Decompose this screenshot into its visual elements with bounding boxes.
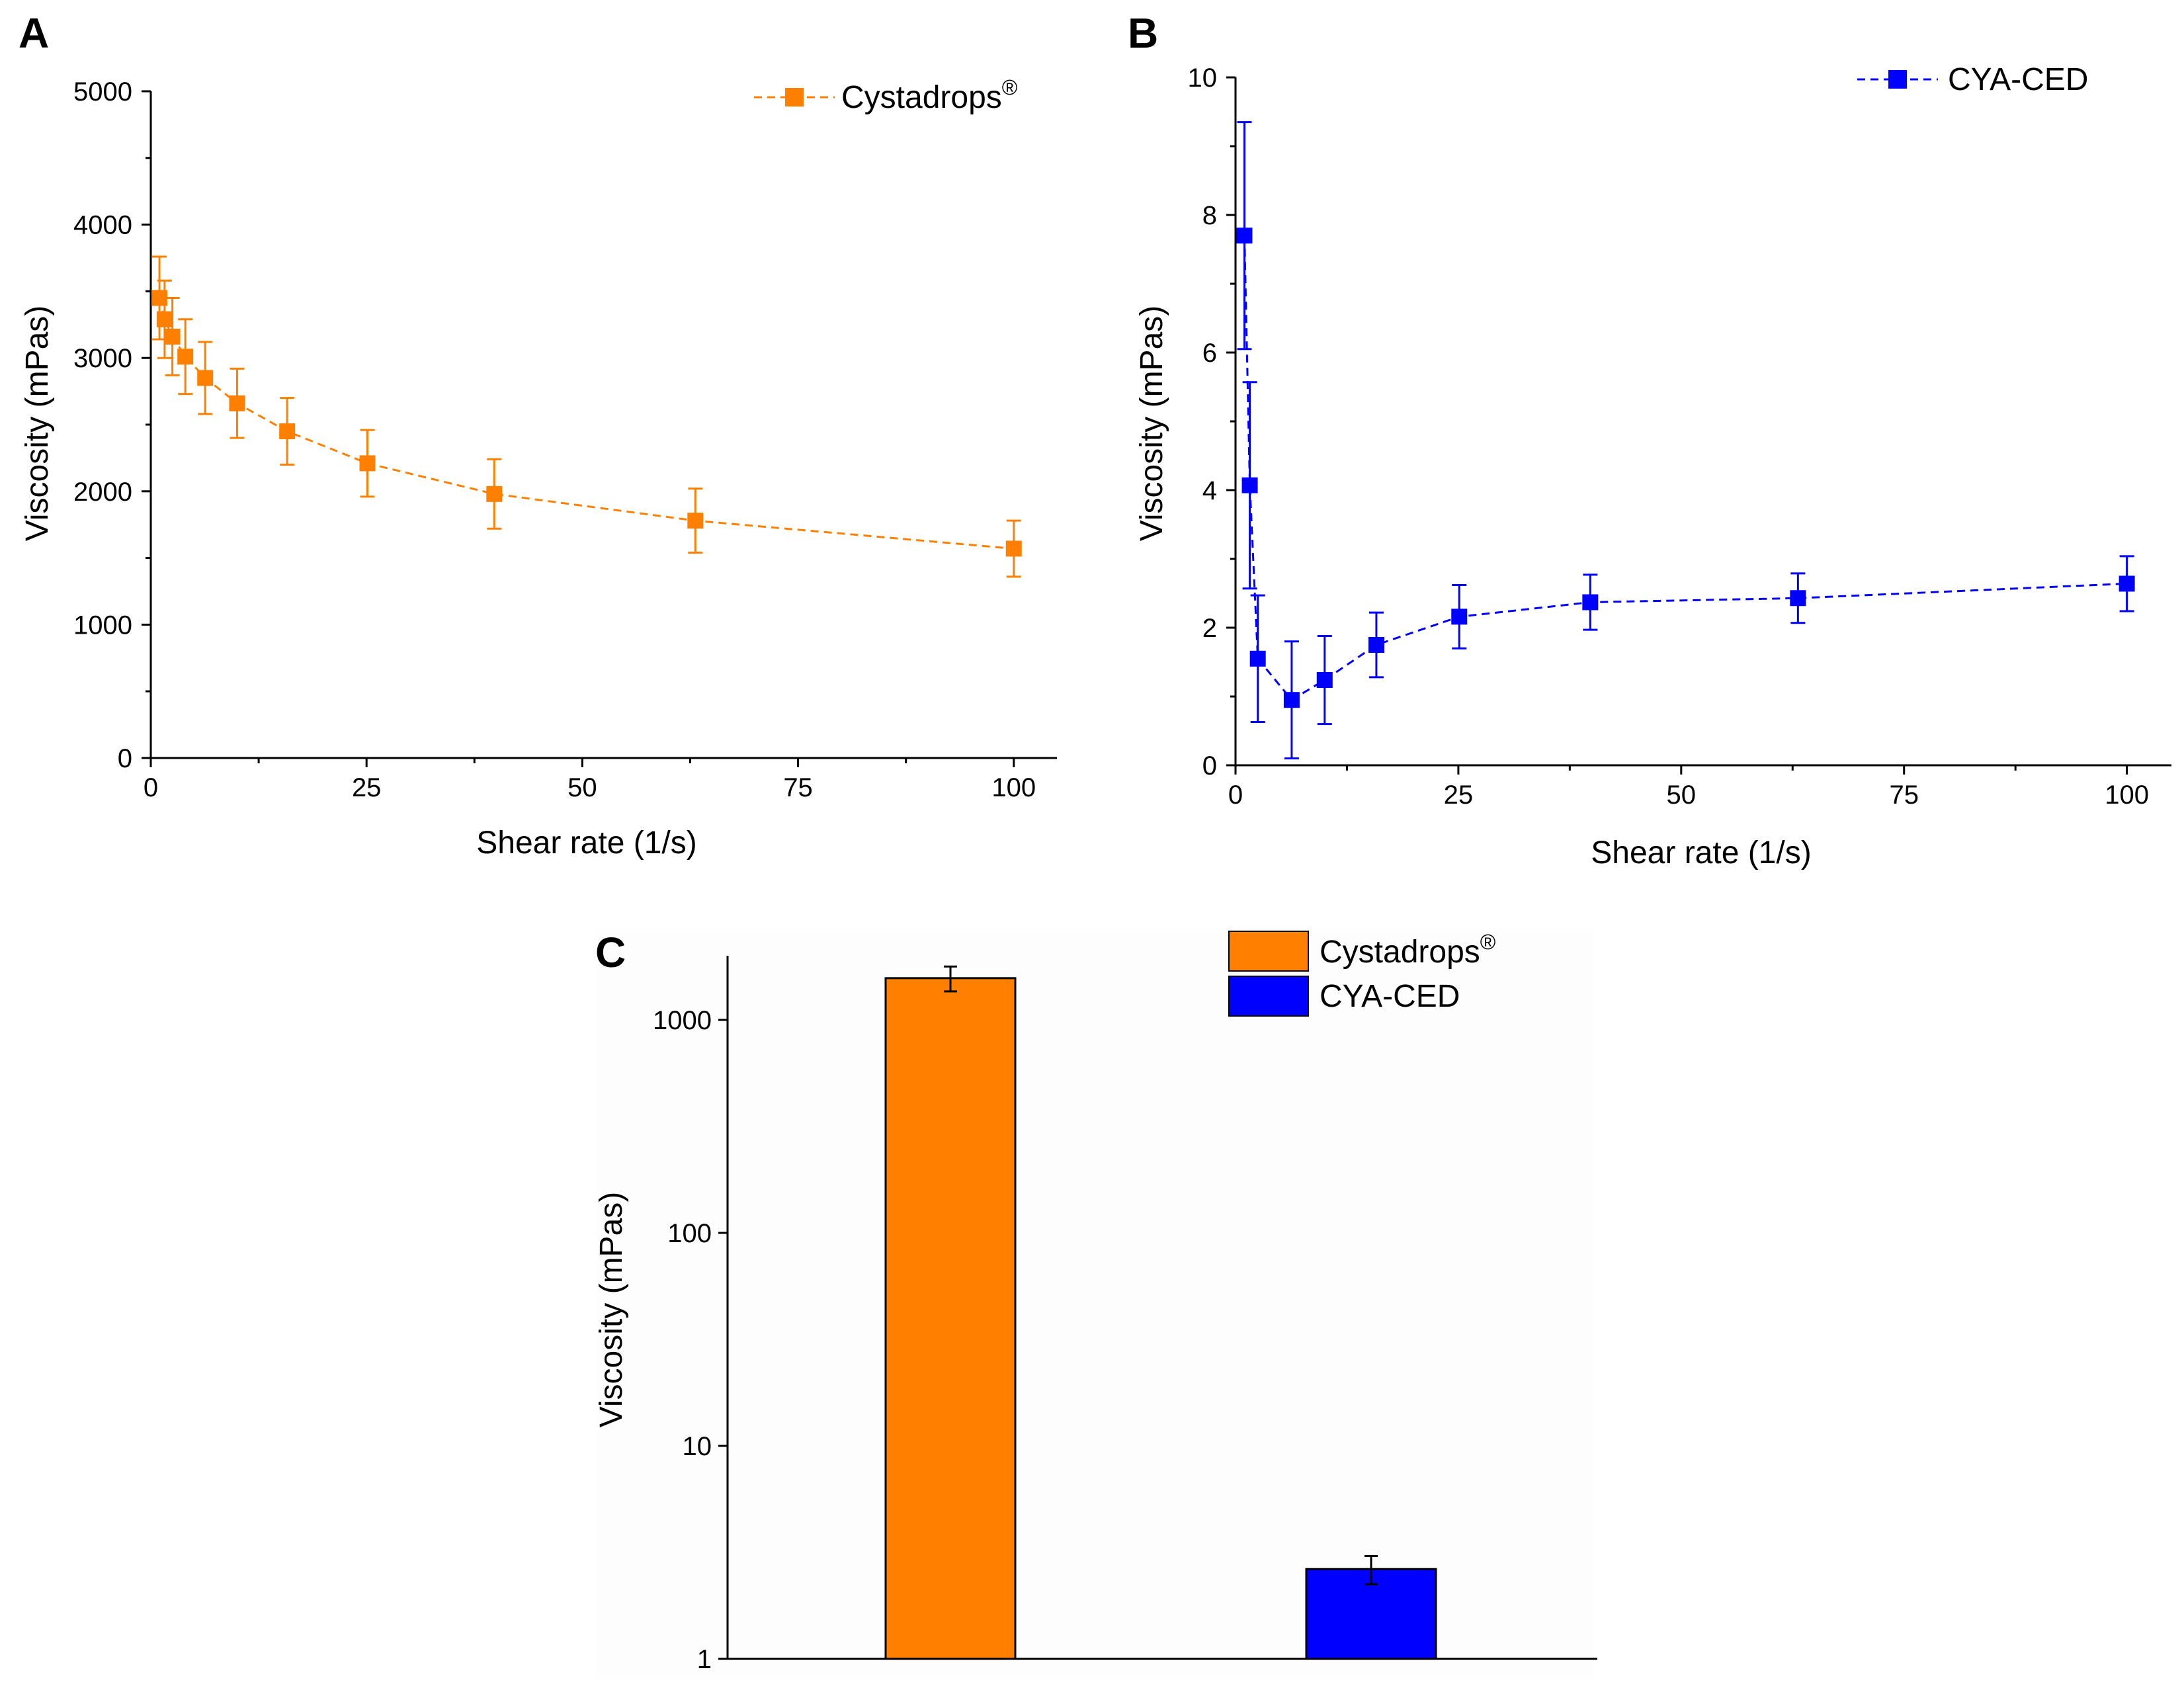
legend-registered-mark: ® (1480, 930, 1496, 954)
x-tick-label: 75 (1889, 780, 1919, 810)
panel-c-legend: Cystadrops® CYA-CED (1228, 930, 1496, 1017)
data-point (1236, 228, 1253, 244)
y-tick-label: 8 (1202, 201, 1217, 230)
legend-registered-mark: ® (1002, 75, 1018, 99)
y-tick-label: 4000 (73, 211, 132, 240)
panel-b-legend: CYA-CED (1857, 62, 2088, 97)
y-tick-label: 6 (1202, 339, 1217, 368)
legend-marker-cya-ced (1888, 70, 1907, 89)
y-tick-label: 0 (118, 744, 132, 773)
x-tick-label: 100 (2105, 780, 2149, 810)
data-point (197, 370, 214, 386)
data-point (279, 423, 296, 440)
data-point (1368, 637, 1384, 653)
panel-b-ylabel: Viscosity (mPas) (1134, 306, 1169, 542)
panel-a-legend: Cystadrops® (754, 75, 1018, 115)
panel-b-xlabel: Shear rate (1/s) (1591, 835, 1811, 870)
panel-c: C 1 10 100 1000 Viscosity (mPas) Cystadrops… (594, 929, 1597, 1680)
data-point (359, 455, 376, 472)
panel-a-letter: A (19, 9, 49, 57)
panel-c-legend-label-cya-ced: CYA-CED (1320, 979, 1460, 1014)
data-point (1283, 692, 1300, 708)
legend-label-text: Cystadrops (841, 80, 1002, 115)
panel-a-legend-label: Cystadrops® (841, 75, 1018, 115)
panel-c-background (595, 929, 1594, 1680)
data-point (1582, 594, 1599, 610)
legend-marker-cystadrops (785, 88, 804, 106)
panel-c-plot: 1 10 100 1000 (653, 956, 1597, 1674)
y-tick-label: 100 (667, 1219, 712, 1248)
y-tick-label: 1000 (653, 1006, 712, 1035)
y-tick-label: 2 (1202, 614, 1217, 643)
x-tick-label: 25 (352, 773, 382, 802)
data-point (1249, 650, 1266, 667)
data-point (164, 328, 181, 345)
x-tick-label: 50 (1667, 780, 1697, 810)
x-tick-label: 25 (1444, 780, 1474, 810)
x-tick-label: 100 (991, 773, 1036, 802)
panel-c-letter: C (595, 929, 626, 976)
data-point (2119, 575, 2135, 592)
data-point (486, 485, 503, 502)
legend-swatch-cystadrops (1228, 931, 1309, 972)
data-point (1241, 477, 1258, 493)
panel-a-ylabel: Viscosity (mPas) (20, 306, 55, 542)
panel-a-xlabel: Shear rate (1/s) (476, 825, 696, 861)
x-tick-label: 75 (783, 773, 813, 802)
panel-c-ylabel: Viscosity (mPas) (594, 1192, 629, 1428)
data-point (156, 311, 173, 327)
panel-b-plot: 0 25 50 75 100 0 2 4 6 8 10 (1188, 63, 2171, 810)
y-tick-label: 1000 (73, 610, 132, 640)
panel-c-legend-label-cystadrops: Cystadrops® (1320, 930, 1496, 970)
y-tick-label: 1 (697, 1645, 712, 1674)
series-line (1243, 235, 2127, 702)
data-point (1451, 609, 1468, 625)
panel-b: B 0 25 50 75 100 0 2 4 6 8 10 Shear rate (1/s) Vis… (1128, 9, 2171, 870)
panel-b-letter: B (1128, 9, 1158, 57)
data-point (177, 349, 194, 365)
y-tick-label: 0 (1202, 751, 1217, 780)
legend-swatch-cya-ced (1228, 976, 1309, 1017)
y-tick-label: 10 (1188, 63, 1218, 93)
y-tick-label: 2000 (73, 478, 132, 507)
data-point (229, 395, 245, 411)
panel-b-legend-label: CYA-CED (1948, 62, 2088, 97)
bar (884, 977, 1017, 1660)
data-point (1005, 540, 1022, 557)
data-point (687, 513, 704, 529)
y-tick-label: 3000 (73, 344, 132, 373)
y-tick-label: 5000 (73, 77, 132, 106)
data-point (1790, 590, 1806, 607)
data-point (1316, 672, 1333, 689)
x-tick-label: 0 (1228, 780, 1243, 810)
x-tick-label: 50 (567, 773, 597, 802)
y-tick-label: 4 (1202, 476, 1217, 505)
legend-label-text: Cystadrops (1320, 935, 1480, 970)
x-tick-label: 0 (144, 773, 158, 802)
y-tick-label: 10 (683, 1432, 712, 1461)
